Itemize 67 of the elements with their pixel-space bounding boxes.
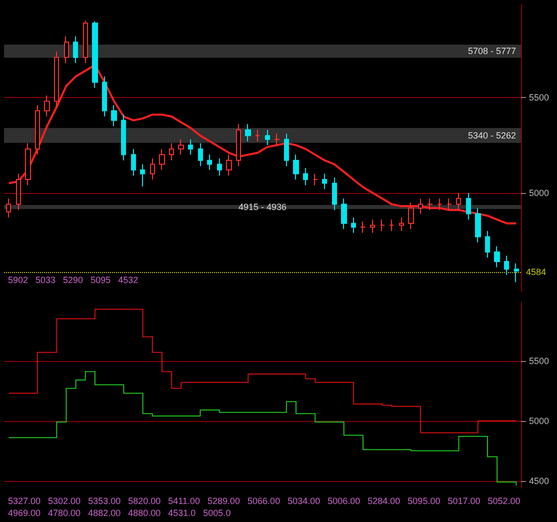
candlestick bbox=[217, 158, 222, 176]
candlestick bbox=[25, 142, 31, 186]
y-tick-label: 5500 bbox=[529, 92, 550, 102]
candlestick bbox=[293, 154, 299, 180]
candlestick bbox=[131, 148, 136, 176]
band-label: 5340 - 5262 bbox=[468, 130, 516, 140]
candlestick bbox=[303, 168, 308, 186]
candlestick bbox=[255, 129, 260, 142]
candlestick bbox=[380, 219, 385, 232]
candlestick bbox=[236, 124, 241, 167]
candlestick bbox=[399, 217, 404, 232]
candlestick bbox=[322, 173, 327, 190]
y-tick-label: 5000 bbox=[529, 416, 550, 426]
candlestick bbox=[475, 208, 481, 243]
candlestick bbox=[198, 142, 203, 167]
candlestick bbox=[408, 202, 414, 230]
candlestick bbox=[44, 95, 50, 118]
candlestick bbox=[6, 198, 11, 218]
candlestick bbox=[389, 219, 394, 232]
line-series bbox=[8, 64, 518, 224]
y-tick-label: 5500 bbox=[529, 356, 550, 366]
candlestick bbox=[188, 138, 193, 156]
candlestick bbox=[466, 192, 471, 220]
candlestick bbox=[140, 164, 145, 188]
candlestick bbox=[437, 198, 442, 210]
candlestick bbox=[111, 104, 117, 127]
text: 5902 5033 5290 5095 4532 bbox=[8, 275, 138, 285]
candlestick bbox=[284, 133, 289, 167]
y-tick-label: 5000 bbox=[529, 188, 550, 198]
band-label: 5708 - 5777 bbox=[468, 46, 516, 56]
candlestick bbox=[447, 198, 452, 210]
candlestick bbox=[514, 262, 519, 283]
candlestick bbox=[102, 76, 107, 118]
candlestick bbox=[83, 20, 88, 64]
candlestick bbox=[121, 114, 126, 161]
candlestick bbox=[73, 36, 78, 64]
candlestick bbox=[504, 255, 509, 276]
candlestick bbox=[418, 198, 423, 214]
candlestick bbox=[370, 219, 375, 234]
candlestick bbox=[169, 142, 174, 161]
candlestick bbox=[427, 198, 433, 210]
candlestick bbox=[456, 192, 461, 210]
candlestick bbox=[159, 148, 165, 170]
candlestick bbox=[332, 177, 337, 210]
candlestick bbox=[92, 20, 98, 88]
candlestick bbox=[207, 154, 212, 170]
candlestick bbox=[226, 154, 232, 176]
ref-line-label: 4584 bbox=[526, 267, 546, 278]
band-label: 4915 - 4936 bbox=[238, 202, 287, 212]
candlestick bbox=[35, 104, 40, 156]
text: 4969.00 4780.00 4882.00 4880.00 4531.0 5005.0 bbox=[8, 508, 231, 518]
text: 5327.00 5302.00 5353.00 5820.00 5411.00 5289.00 5066.00 5034.00 5006.00 5284.00 5095.00 5017.00 5052.00 bbox=[8, 496, 520, 506]
y-tick-label: 4500 bbox=[529, 476, 550, 486]
candlestick bbox=[150, 158, 155, 180]
candlestick bbox=[274, 133, 280, 146]
candlestick bbox=[265, 129, 270, 146]
candlestick bbox=[351, 217, 356, 234]
candlestick bbox=[360, 220, 366, 234]
candlestick bbox=[64, 36, 69, 64]
candlestick bbox=[178, 138, 184, 156]
candlestick bbox=[54, 51, 59, 108]
candlestick bbox=[341, 198, 347, 230]
candlestick bbox=[245, 124, 251, 142]
candlestick bbox=[494, 246, 500, 268]
candlestick bbox=[16, 173, 21, 210]
candlestick bbox=[313, 173, 318, 186]
candlestick bbox=[485, 230, 490, 258]
